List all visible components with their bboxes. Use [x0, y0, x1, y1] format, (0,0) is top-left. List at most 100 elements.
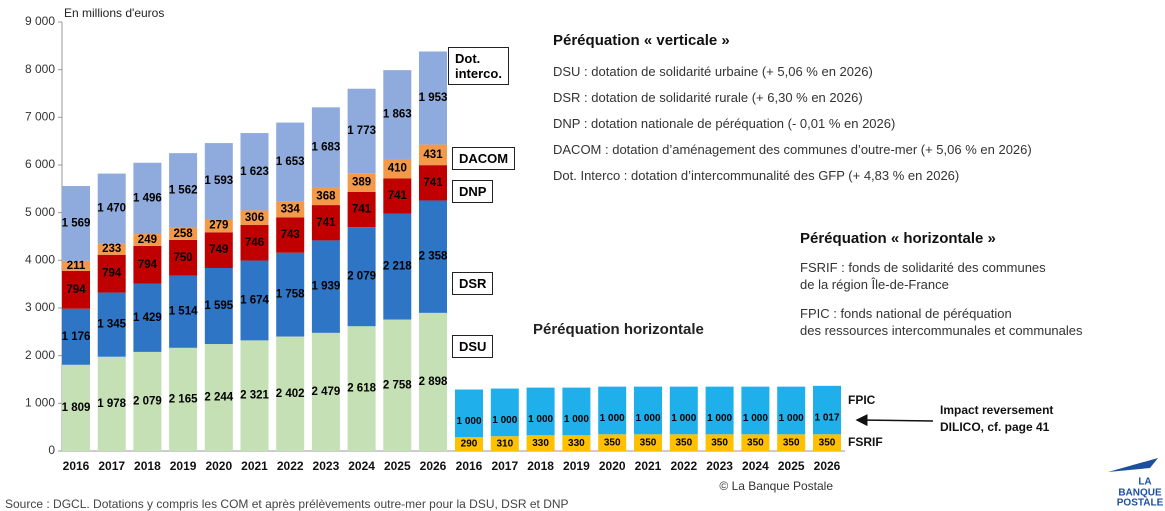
bar-segment: [383, 158, 412, 179]
value-label: 1 000: [564, 414, 589, 425]
value-label: 1 000: [743, 413, 768, 424]
bar-segment: [204, 143, 233, 220]
value-label: 350: [675, 437, 692, 448]
bar-segment: [97, 173, 126, 244]
panel-item: DSU : dotation de solidarité urbaine (+ …: [553, 64, 873, 79]
source: Source : DGCL. Dotations y compris les C…: [5, 497, 569, 511]
value-label: 1 809: [62, 402, 91, 414]
y-tick-label: 8 000: [25, 62, 55, 76]
value-label: 1 514: [169, 306, 198, 318]
bar-segment: [97, 243, 126, 255]
bar-segment: [62, 270, 90, 309]
value-label: 350: [747, 437, 764, 448]
bar-segment: [240, 225, 269, 261]
value-label: 306: [245, 212, 264, 224]
bar-segment: [276, 217, 305, 253]
bar-segment: [455, 389, 483, 438]
value-label: 211: [67, 260, 86, 272]
x-tick-label: 2019: [170, 459, 197, 473]
value-label: 794: [138, 259, 158, 271]
x-tick-label: 2023: [313, 459, 340, 473]
value-label: 350: [604, 437, 621, 448]
panel-title: Péréquation « verticale »: [553, 32, 730, 49]
value-label: 1 863: [383, 109, 412, 121]
bar-segment: [383, 70, 412, 159]
bar-segment: [311, 332, 340, 451]
value-label: 741: [423, 177, 443, 189]
value-label: 1 593: [204, 175, 233, 187]
bar-segment: [133, 351, 162, 451]
y-tick-label: 7 000: [25, 110, 55, 124]
logo: BANQUE: [1118, 488, 1162, 499]
bar-segment: [311, 187, 340, 206]
bar-segment: [311, 205, 340, 241]
bar-segment: [383, 319, 412, 451]
value-label: 389: [352, 177, 371, 189]
value-label: 1 429: [133, 312, 162, 324]
value-label: 1 000: [707, 413, 732, 424]
value-label: 1 674: [240, 294, 269, 306]
value-label: 1 773: [347, 125, 376, 137]
logo: LA: [1138, 477, 1151, 488]
bar-segment: [276, 252, 305, 337]
legend-label: FSRIF: [848, 435, 883, 449]
y-tick-label: 9 000: [25, 14, 55, 28]
bar-segment: [741, 434, 770, 451]
annotation: DILICO, cf. page 41: [940, 420, 1050, 434]
bar-segment: [705, 434, 734, 451]
bar-segment: [311, 107, 340, 188]
y-tick-label: 2 000: [25, 348, 55, 362]
value-label: 1 569: [62, 217, 91, 229]
bar-segment: [169, 153, 198, 228]
value-label: 350: [640, 437, 657, 448]
value-label: 2 244: [204, 392, 233, 404]
value-label: 279: [209, 220, 228, 232]
bar-segment: [240, 260, 269, 341]
bar-segment: [526, 435, 555, 451]
group-label: Péréquation horizontale: [533, 321, 704, 338]
value-label: 258: [174, 228, 194, 240]
x-tick-label: 2020: [599, 459, 626, 473]
bar-segment: [347, 88, 376, 174]
x-tick-label: 2025: [384, 459, 411, 473]
bar-segment: [97, 356, 126, 451]
bar-segment: [133, 245, 162, 284]
bar-segment: [276, 201, 305, 218]
legend-label: DACOM: [452, 147, 516, 170]
bar-segment: [133, 162, 162, 235]
bar-segment: [490, 436, 519, 451]
value-label: 2 218: [383, 261, 412, 273]
value-label: 750: [174, 252, 193, 264]
legend-label: DSR: [452, 272, 494, 295]
value-label: 794: [66, 284, 86, 296]
value-label: 1 939: [312, 281, 341, 293]
x-tick-label: 2021: [635, 459, 662, 473]
bar-segment: [634, 386, 662, 435]
bar-segment: [169, 275, 198, 348]
legend-label: DNP: [452, 180, 494, 203]
bar-segment: [419, 200, 447, 313]
bar-segment: [813, 434, 841, 451]
bar-segment: [455, 437, 483, 451]
value-label: 2 358: [419, 251, 448, 263]
value-label: 1 758: [276, 289, 305, 301]
value-label: 2 479: [312, 386, 341, 398]
panel-title: Péréquation « horizontale »: [800, 230, 996, 247]
x-tick-label: 2016: [456, 459, 483, 473]
x-tick-label: 2024: [742, 459, 769, 473]
bar-segment: [62, 186, 90, 261]
x-tick-label: 2018: [527, 459, 554, 473]
value-label: 746: [245, 237, 264, 249]
value-label: 1 345: [97, 319, 126, 331]
bar-segment: [240, 133, 269, 211]
panel-item: FSRIF : fonds de solidarité des communes: [800, 260, 1046, 275]
value-label: 1 000: [600, 413, 625, 424]
value-label: 1 595: [204, 300, 233, 312]
x-tick-label: 2024: [348, 459, 375, 473]
x-tick-label: 2017: [98, 459, 125, 473]
value-label: 290: [461, 439, 478, 450]
value-label: 1 683: [312, 141, 341, 153]
bar-segment: [347, 227, 376, 327]
value-label: 1 000: [528, 414, 553, 425]
